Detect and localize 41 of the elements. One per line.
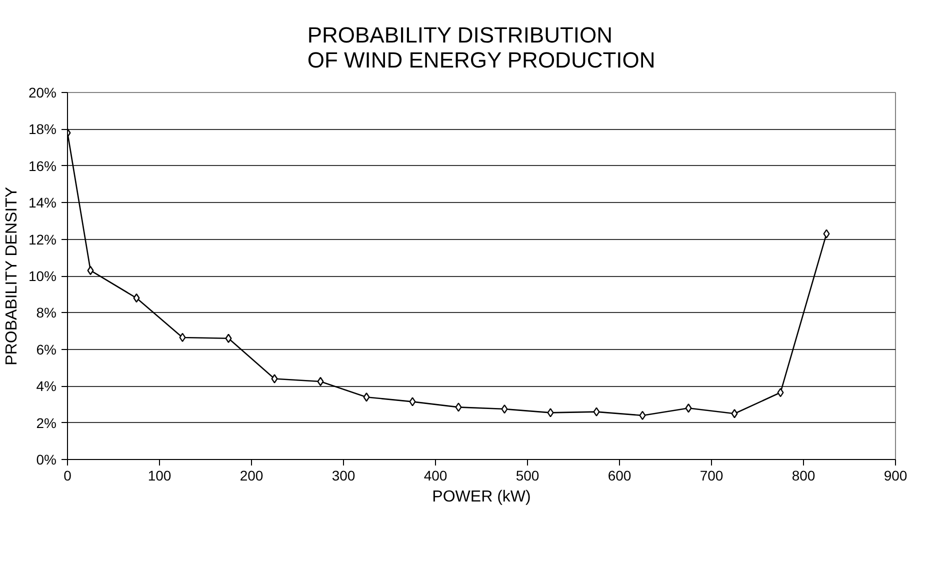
point [501, 404, 508, 414]
y-tick-label: 0% [36, 452, 56, 468]
point [547, 408, 554, 418]
point [271, 374, 278, 384]
point [363, 392, 370, 402]
x-tick-label: 900 [884, 468, 908, 484]
point [225, 334, 232, 343]
point [777, 388, 784, 398]
point [639, 410, 646, 420]
x-tick-label: 600 [608, 468, 632, 484]
point [87, 266, 94, 276]
x-axis-title: POWER (kW) [432, 488, 531, 506]
point [179, 332, 186, 342]
x-tick-label: 300 [332, 468, 356, 484]
y-tick-label: 12% [28, 231, 57, 248]
point [455, 402, 462, 412]
y-tick-label: 6% [36, 341, 56, 358]
x-tick-label: 200 [240, 468, 264, 484]
y-axis-title: PROBABILITY DENSITY [3, 186, 20, 366]
point [731, 409, 738, 418]
point [317, 376, 324, 386]
x-tick-label: 700 [700, 468, 724, 484]
y-tick-label: 10% [28, 268, 57, 284]
point [409, 397, 416, 406]
y-tick-label: 18% [28, 121, 57, 138]
y-tick-label: 2% [36, 414, 56, 431]
y-tick-label: 14% [28, 194, 57, 211]
point [823, 229, 830, 238]
y-tick-label: 16% [28, 158, 57, 174]
point [133, 293, 140, 303]
x-tick-label: 500 [516, 468, 540, 484]
chart-title: PROBABILITY DISTRIBUTION OF WIND ENERGY PRODUCTION [307, 22, 656, 72]
point [685, 404, 692, 413]
x-tick-label: 100 [148, 468, 172, 484]
y-tick-label: 4% [36, 378, 56, 394]
y-tick-label: 20% [28, 84, 57, 100]
x-tick-label: 800 [792, 468, 816, 484]
x-tick-label: 0 [64, 468, 72, 484]
point [593, 407, 600, 416]
x-tick-label: 400 [424, 468, 448, 484]
y-tick-label: 8% [36, 304, 56, 321]
